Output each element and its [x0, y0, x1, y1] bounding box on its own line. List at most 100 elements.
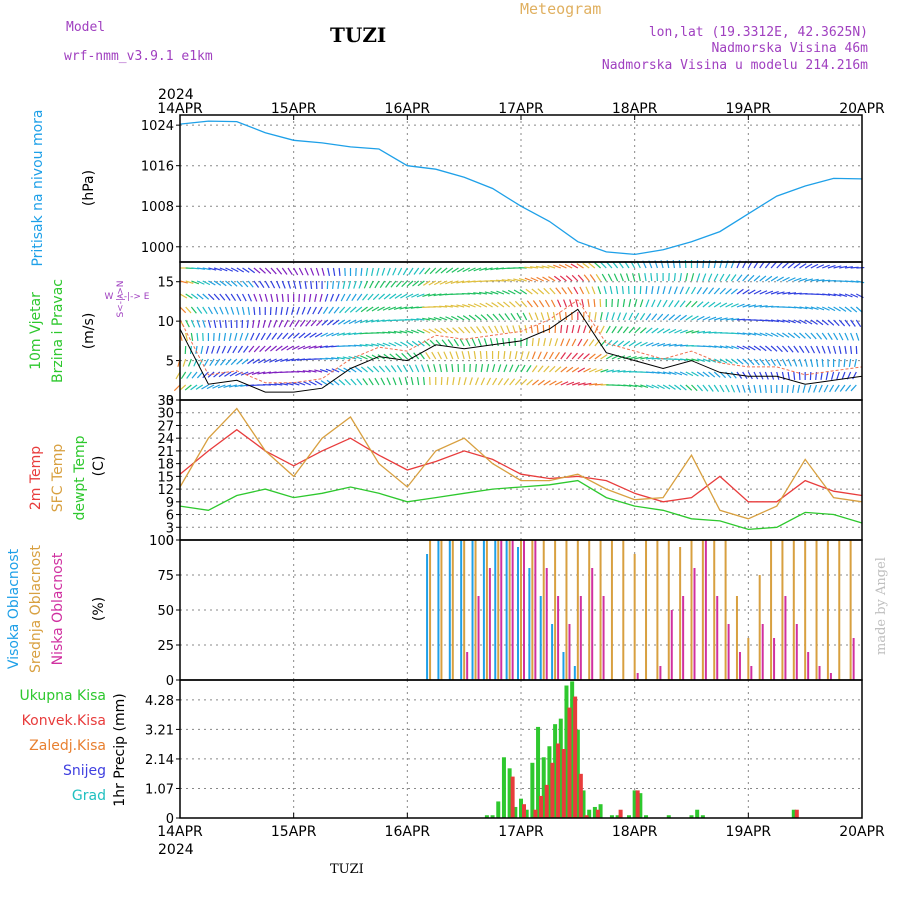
wind-arrow: [213, 306, 219, 315]
wind-arrow: [297, 370, 306, 373]
wind-arrow: [799, 263, 807, 269]
wind-gust-line: [179, 299, 863, 384]
wind-arrow: [207, 319, 212, 328]
wind-arrow: [827, 293, 836, 297]
wind-arrow: [325, 332, 334, 337]
wind-arrow: [708, 331, 717, 334]
wind-arrow: [216, 345, 221, 354]
wind-arrow: [531, 379, 539, 386]
wind-arrow: [577, 274, 584, 282]
wind-arrow: [816, 332, 823, 340]
wind-arrow: [213, 319, 217, 328]
wind-arrow: [196, 371, 204, 379]
wind-arrow: [417, 280, 425, 287]
wind-arrow: [480, 364, 484, 373]
wind-arrow: [287, 267, 293, 276]
wind-arrow: [613, 273, 619, 282]
wind-arrow: [219, 319, 222, 328]
wind-arrow: [730, 274, 737, 282]
wind-arrow: [725, 317, 734, 321]
wind-arrow: [776, 345, 783, 353]
wind-arrow: [219, 358, 226, 366]
wind-arrow: [365, 343, 374, 347]
wind-arrow: [764, 384, 767, 394]
wind-arrow: [753, 275, 761, 282]
wind-arrow: [696, 286, 703, 295]
y-tick-label: 0: [166, 674, 174, 689]
wind-arrow: [810, 345, 816, 354]
wind-arrow: [719, 317, 728, 321]
wind-arrow: [696, 384, 703, 392]
wind-arrow: [353, 280, 357, 289]
wind-arrow: [372, 365, 380, 373]
wind-arrow: [223, 384, 232, 389]
wind-arrow: [462, 315, 471, 321]
wind-arrow: [399, 330, 408, 334]
wind-arrow: [730, 371, 737, 379]
wind-arrow: [441, 339, 448, 347]
wind-arrow: [691, 330, 700, 334]
wind-arrow: [702, 371, 710, 378]
wind-arrow: [359, 344, 368, 347]
wind-arrow: [278, 319, 283, 328]
wind-arrow: [793, 319, 802, 324]
wind-arrow: [242, 280, 249, 288]
wind-arrow: [190, 384, 198, 391]
wind-arrow: [765, 290, 774, 295]
date-tick-top: 15APR: [271, 101, 317, 117]
wind-arrow: [645, 342, 654, 347]
wind-arrow: [417, 340, 425, 347]
wind-arrow: [498, 313, 505, 321]
wind-arrow: [601, 273, 607, 282]
precip-conv-bar: [556, 743, 561, 818]
wind-arrow: [770, 358, 776, 367]
precip-total-bar: [501, 757, 506, 818]
wind-arrow: [196, 332, 199, 342]
wind-arrow: [617, 370, 626, 373]
wind-arrow: [759, 290, 768, 295]
wind-arrow: [548, 365, 556, 373]
precip-total-bar: [575, 729, 580, 818]
wind-arrow: [702, 273, 707, 282]
wind-arrow: [260, 332, 266, 341]
date-tick-bottom: 16APR: [385, 824, 431, 840]
wind-arrow: [514, 351, 518, 360]
wind-arrow: [463, 377, 467, 386]
wind-arrow: [759, 384, 762, 393]
wind-arrow: [565, 275, 573, 282]
wind-arrow: [376, 342, 385, 347]
wind-arrow: [537, 365, 544, 373]
wind-arrow: [390, 365, 397, 373]
wind-arrow: [838, 332, 844, 341]
wind-arrow: [554, 380, 563, 386]
wind-arrow: [360, 366, 368, 373]
wind-arrow: [742, 303, 751, 308]
wind-arrow: [507, 289, 516, 295]
wind-arrow: [696, 273, 701, 282]
wind-arrow: [479, 267, 488, 272]
wind-arrow: [369, 280, 374, 289]
wind-arrow: [583, 274, 590, 282]
date-tick-top: 18APR: [612, 101, 658, 117]
wind-arrow: [617, 340, 625, 347]
wind-arrow: [747, 384, 751, 393]
wind-arrow: [833, 306, 841, 312]
precip-total-bar: [564, 685, 569, 818]
wind-arrow: [451, 363, 454, 373]
wind-arrow: [844, 332, 849, 341]
wind-arrow: [759, 275, 767, 282]
wind-arrow: [628, 341, 637, 347]
wind-arrow: [459, 338, 465, 347]
wind-arrow: [621, 285, 624, 295]
wind-arrow: [679, 329, 688, 334]
wind-arrow: [486, 313, 494, 321]
wind-arrow: [605, 325, 611, 334]
wind-arrow: [477, 338, 482, 347]
wind-arrow: [603, 286, 607, 295]
wind-arrow: [765, 332, 773, 337]
wind-arrow: [674, 314, 682, 321]
wind-arrow: [225, 358, 232, 366]
wind-arrow: [337, 280, 340, 289]
wind-arrow: [467, 351, 471, 360]
wind-arrow: [844, 345, 847, 354]
